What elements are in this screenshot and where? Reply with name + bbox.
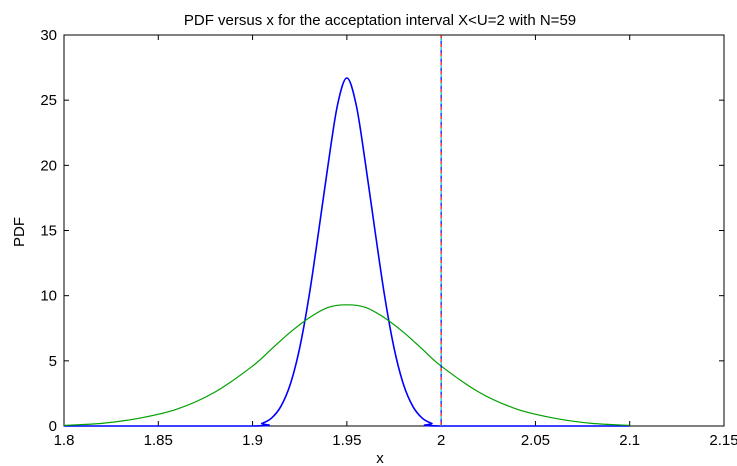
y-tick-label: 5 (49, 353, 57, 370)
x-axis-label: x (376, 450, 384, 466)
x-tick-label: 1.8 (54, 432, 75, 449)
x-tick-label: 2 (437, 432, 445, 449)
green-pdf-curve (63, 304, 630, 426)
x-tick-label: 1.9 (242, 432, 263, 449)
y-tick-label: 20 (40, 157, 57, 174)
plot-area: 1.8 1.85 1.9 1.95 2 2.05 2.1 2.15 0 5 10 15 20 25 30 (40, 27, 737, 449)
y-tick-label: 0 (49, 418, 57, 435)
x-tick-label: 2.15 (709, 432, 737, 449)
blue-pdf-curve (64, 77, 630, 427)
y-tick-label: 25 (40, 92, 57, 109)
x-tick-label: 2.05 (521, 432, 550, 449)
y-tick-label: 30 (40, 27, 57, 44)
y-tick-label: 15 (40, 223, 57, 240)
x-tick-label: 1.85 (144, 432, 173, 449)
plot-frame (63, 34, 725, 427)
x-tick-label: 2.1 (619, 432, 640, 449)
y-tick-label: 10 (40, 288, 57, 305)
y-axis-label: PDF (11, 217, 28, 247)
x-tick-label: 1.95 (332, 432, 361, 449)
chart-title: PDF versus x for the acceptation interva… (184, 12, 576, 29)
